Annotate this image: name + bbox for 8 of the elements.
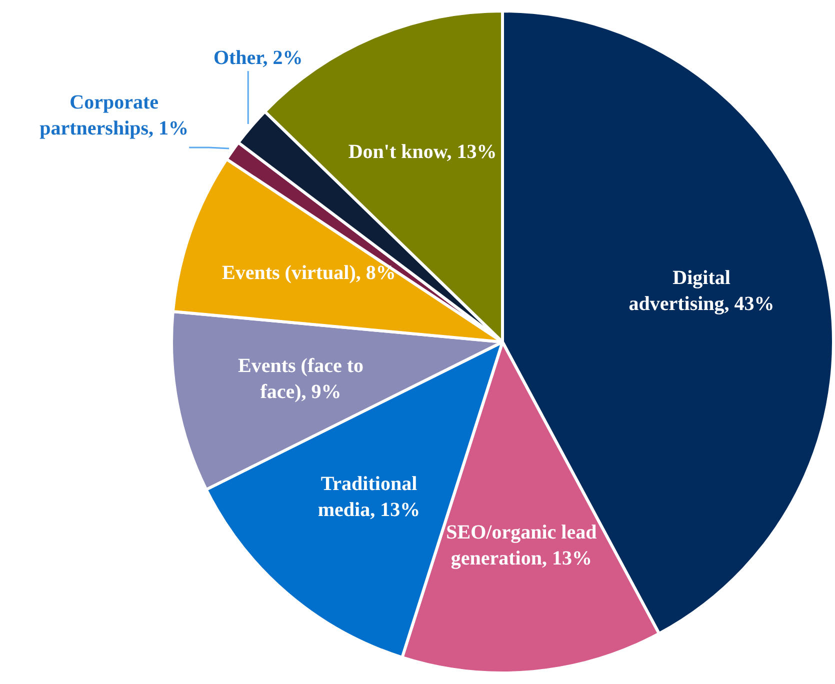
slice-label: Traditional media, 13%: [318, 473, 420, 522]
slice-label: Events (virtual), 8%: [222, 262, 396, 284]
slice-label: Corporate partnerships, 1%: [40, 92, 189, 140]
slice-label: Digital advertising, 43%: [628, 267, 774, 316]
slice-label: SEO/organic lead generation, 13%: [446, 522, 597, 570]
slice-label: Events (face to face), 9%: [238, 354, 364, 403]
slice-label: Other, 2%: [213, 47, 303, 70]
slice-label: Don't know, 13%: [348, 141, 497, 164]
